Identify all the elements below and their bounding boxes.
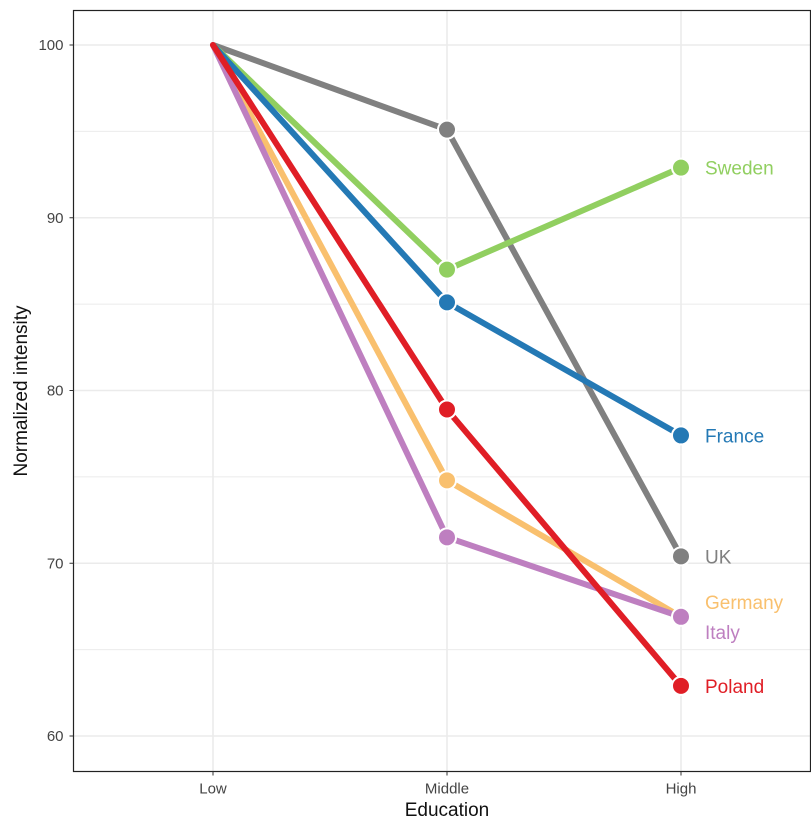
y-tick-label: 90 xyxy=(47,210,64,227)
data-point-germany xyxy=(437,470,457,491)
x-tick-label: Low xyxy=(199,781,227,798)
axis-ticks: 60 70 80 90 100 Low Middle High xyxy=(38,37,696,798)
x-axis-title: Education xyxy=(405,800,490,820)
series-labels: Sweden France UK Germany Italy Poland xyxy=(705,159,784,698)
series-label-poland: Poland xyxy=(705,677,764,698)
series-label-italy: Italy xyxy=(705,623,740,644)
data-point-sweden xyxy=(671,157,691,178)
y-tick-label: 70 xyxy=(47,555,64,572)
data-point-poland xyxy=(437,399,457,420)
x-tick-label: Middle xyxy=(425,781,469,798)
series-uk xyxy=(210,42,691,567)
data-point-poland xyxy=(671,675,691,696)
series-label-sweden: Sweden xyxy=(705,159,774,180)
data-point-italy xyxy=(671,606,691,627)
series-lines xyxy=(210,42,691,696)
data-point-france xyxy=(437,292,457,313)
x-tick-label: High xyxy=(666,781,697,798)
series-france xyxy=(210,42,691,446)
data-point-france xyxy=(671,425,691,446)
y-axis-title: Normalized intensity xyxy=(11,305,32,477)
y-tick-label: 60 xyxy=(47,728,64,745)
data-point-uk xyxy=(671,546,691,567)
series-poland xyxy=(210,42,691,696)
y-tick-label: 80 xyxy=(47,383,64,400)
data-point-sweden xyxy=(437,259,457,280)
series-label-france: France xyxy=(705,426,764,447)
series-label-uk: UK xyxy=(705,547,732,568)
y-tick-label: 100 xyxy=(38,37,63,54)
series-sweden xyxy=(210,42,691,280)
data-point-italy xyxy=(437,527,457,548)
series-label-germany: Germany xyxy=(705,593,784,614)
data-point-uk xyxy=(437,119,457,140)
